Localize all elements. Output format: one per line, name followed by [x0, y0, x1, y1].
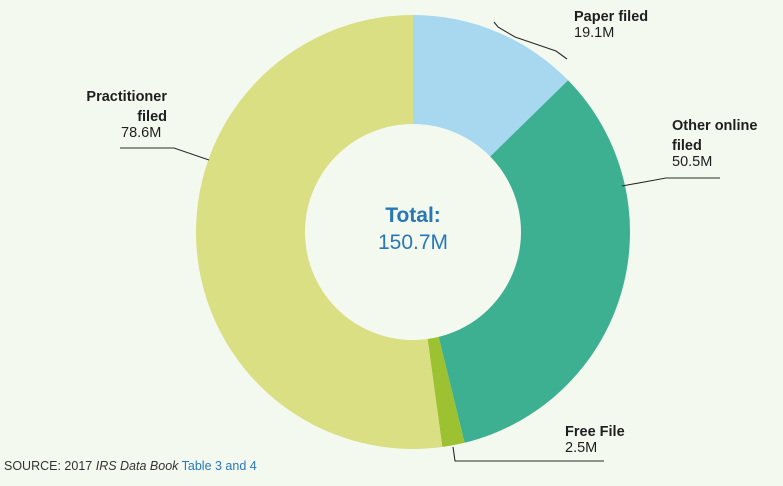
slice-label-name-paper-filed: Paper filed [574, 9, 648, 25]
center-total-title: Total: [385, 204, 441, 227]
slice-label-value-practitioner-filed: 78.6M [121, 125, 161, 141]
slice-paper-filed [413, 15, 569, 157]
source-book-title: IRS Data Book [95, 459, 179, 473]
slice-label-name-free-file: Free File [565, 424, 625, 440]
slice-free-file [427, 336, 465, 448]
leader-lines [120, 21, 720, 462]
slice-practitioner-filed [196, 15, 443, 449]
slice-label-value-paper-filed: 19.1M [574, 25, 614, 41]
source-note: SOURCE: 2017 IRS Data Book Table 3 and 4 [4, 459, 257, 473]
slice-label-name-other-online-filed: filed [672, 138, 702, 154]
center-total-value: 150.7M [378, 231, 448, 254]
slice-other-online-filed [438, 80, 630, 443]
slice-label-value-free-file: 2.5M [565, 440, 597, 456]
leader-line-paper-filed [493, 21, 568, 60]
donut-slices [196, 15, 630, 449]
leader-line-other-online-filed [621, 177, 720, 187]
slice-label-name-practitioner-filed: Practitioner [86, 89, 167, 105]
source-prefix: SOURCE: 2017 [4, 459, 96, 473]
slice-label-value-other-online-filed: 50.5M [672, 154, 712, 170]
source-table-link[interactable]: Table 3 and 4 [178, 459, 257, 473]
slice-label-name-practitioner-filed: filed [137, 109, 167, 125]
leader-line-free-file [452, 446, 604, 462]
slice-label-name-other-online-filed: Other online [672, 118, 757, 134]
leader-line-practitioner-filed [120, 147, 210, 161]
